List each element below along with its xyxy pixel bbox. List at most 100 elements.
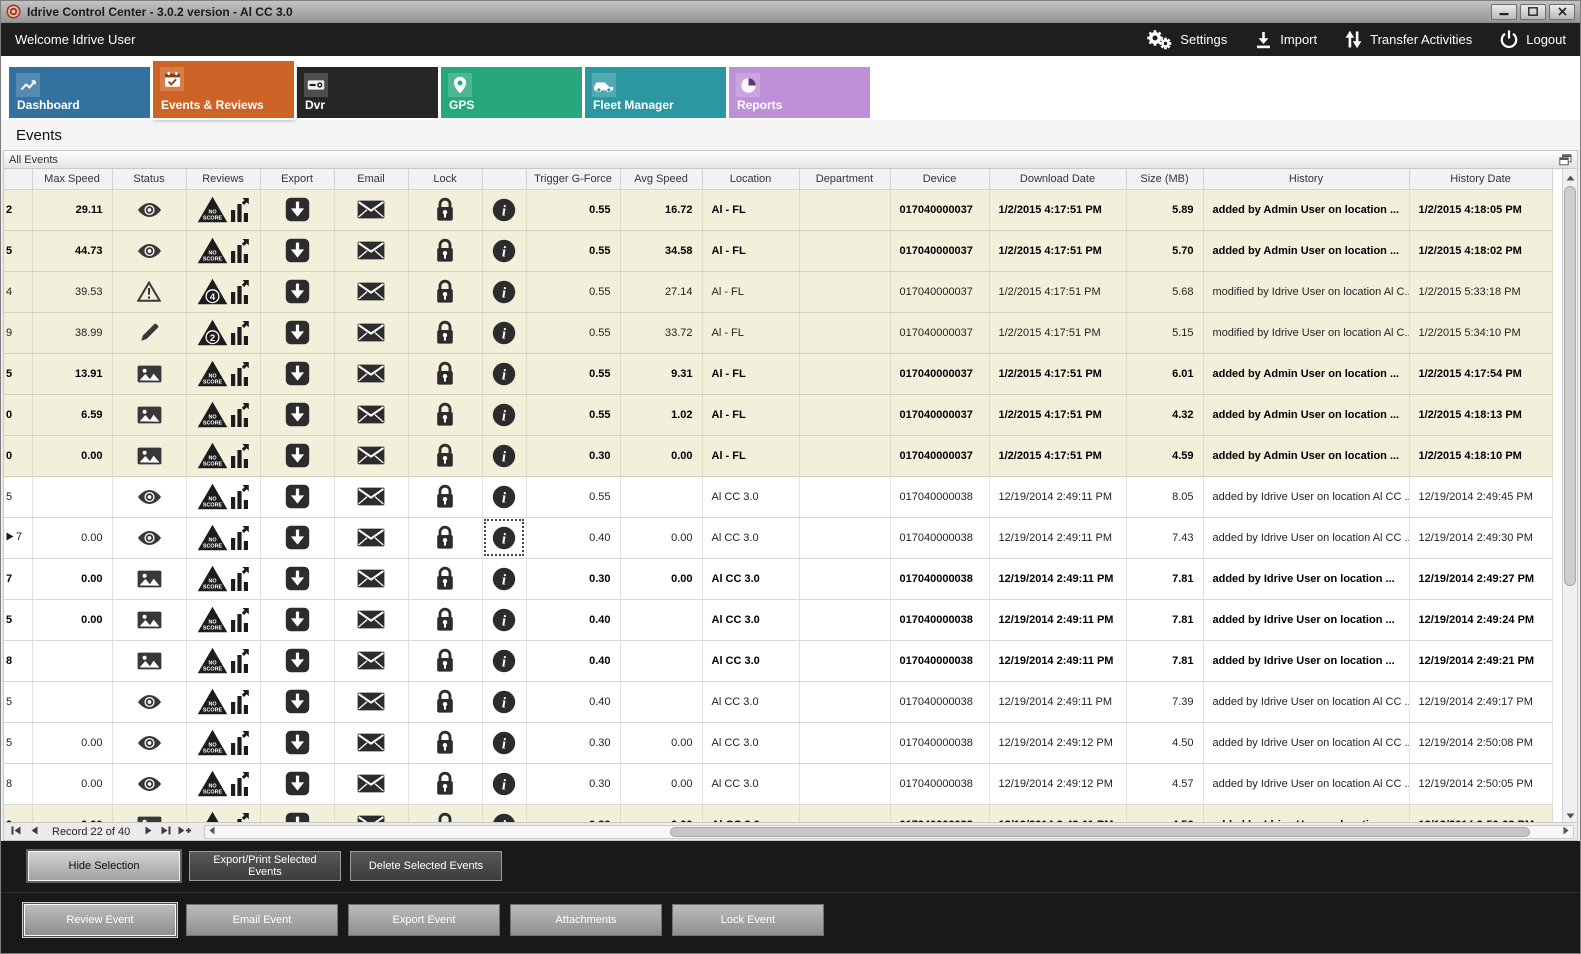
email-envelope-icon[interactable] [357,733,385,752]
vertical-scrollbar[interactable] [1562,169,1577,822]
info-icon[interactable]: i [492,362,516,386]
lock-icon[interactable] [435,197,455,222]
info-icon[interactable]: i [492,403,516,427]
score-triangle-icon[interactable]: 2 [197,319,228,346]
review-chart-icon[interactable] [230,484,250,510]
info-cell[interactable]: i [482,353,527,395]
nav-next-button[interactable] [140,825,156,839]
info-cell[interactable]: i [482,763,527,805]
lock-cell[interactable] [408,189,483,231]
email-cell[interactable] [334,722,409,764]
lock-icon[interactable] [435,484,455,509]
column-header-max-speed[interactable]: Max Speed [31,169,113,190]
column-header-download-date[interactable]: Download Date [988,169,1127,190]
email-envelope-icon[interactable] [357,651,385,670]
email-envelope-icon[interactable] [357,569,385,588]
export-icon[interactable] [285,730,310,755]
export-icon[interactable] [285,812,310,822]
lock-cell[interactable] [408,517,483,559]
scroll-left-button[interactable] [205,826,219,838]
email-cell[interactable] [334,517,409,559]
export-cell[interactable] [260,517,335,559]
review-chart-icon[interactable] [230,771,250,797]
lock-icon[interactable] [435,771,455,796]
lock-cell[interactable] [408,476,483,518]
lock-event-button[interactable]: Lock Event [672,904,824,936]
column-header-size-mb[interactable]: Size (MB) [1125,169,1204,190]
scroll-down-button[interactable] [1563,807,1577,822]
event-row[interactable]: 5 NO SCORE i 0.55 Al CC 3.0 017040000038 12/19/… [4,476,1553,518]
lock-cell[interactable] [408,435,483,477]
nav-first-button[interactable] [8,825,24,839]
review-chart-icon[interactable] [230,402,250,428]
export-icon[interactable] [285,689,310,714]
email-envelope-icon[interactable] [357,815,385,822]
nav-new-record-button[interactable] [176,825,192,839]
info-icon[interactable]: i [492,731,516,755]
column-header-trigger-g-force[interactable]: Trigger G-Force [525,169,621,190]
export-icon[interactable] [285,320,310,345]
info-icon[interactable]: i [492,280,516,304]
info-cell[interactable]: i [482,681,527,723]
export-cell[interactable] [260,476,335,518]
nav-prev-button[interactable] [26,825,42,839]
email-cell[interactable] [334,476,409,518]
event-row[interactable]: 5 0.00 NO SCORE i 0.30 0.00 Al CC 3.0 0170400000… [4,722,1553,764]
review-chart-icon[interactable] [230,443,250,469]
review-chart-icon[interactable] [230,197,250,223]
info-cell[interactable]: i [482,722,527,764]
event-row[interactable]: 8 0.00 NO SCORE i 0.30 0.00 Al CC 3.0 0170400000… [4,763,1553,805]
event-row[interactable]: 0 0.00 NO SCORE i 0.30 0.00 Al - FL 017040000037… [4,435,1553,477]
export-cell[interactable] [260,599,335,641]
email-cell[interactable] [334,189,409,231]
export-icon[interactable] [285,566,310,591]
event-row[interactable]: 5 0.00 NO SCORE i 0.40 Al CC 3.0 017040000038 12… [4,599,1553,641]
column-header-blank-7[interactable] [481,169,527,190]
email-cell[interactable] [334,271,409,313]
tab-fleet-manager[interactable]: Fleet Manager [585,67,726,118]
export-icon[interactable] [285,238,310,263]
event-row[interactable]: 5 NO SCORE i 0.40 Al CC 3.0 017040000038 12/19/… [4,681,1553,723]
email-envelope-icon[interactable] [357,487,385,506]
lock-cell[interactable] [408,558,483,600]
lock-cell[interactable] [408,804,483,822]
tab-dashboard[interactable]: Dashboard [9,67,150,118]
info-icon[interactable]: i [492,239,516,263]
restore-panel-icon[interactable] [1559,153,1572,166]
score-triangle-icon[interactable]: 4 [197,278,228,305]
email-cell[interactable] [334,681,409,723]
nav-last-button[interactable] [158,825,174,839]
info-icon[interactable]: i [492,690,516,714]
reviews-cell[interactable]: 4 [186,271,261,313]
email-envelope-icon[interactable] [357,323,385,342]
info-cell[interactable]: i [482,394,527,436]
review-chart-icon[interactable] [230,648,250,674]
column-header-department[interactable]: Department [798,169,891,190]
email-envelope-icon[interactable] [357,241,385,260]
export-cell[interactable] [260,230,335,272]
lock-cell[interactable] [408,599,483,641]
lock-icon[interactable] [435,279,455,304]
export-icon[interactable] [285,484,310,509]
lock-icon[interactable] [435,648,455,673]
info-icon[interactable]: i [492,772,516,796]
lock-icon[interactable] [435,402,455,427]
minimize-button[interactable] [1491,3,1517,20]
column-header-email[interactable]: Email [333,169,409,190]
horizontal-scroll-thumb[interactable] [670,826,1530,837]
export-cell[interactable] [260,189,335,231]
delete-selected-events-button[interactable]: Delete Selected Events [350,851,502,881]
